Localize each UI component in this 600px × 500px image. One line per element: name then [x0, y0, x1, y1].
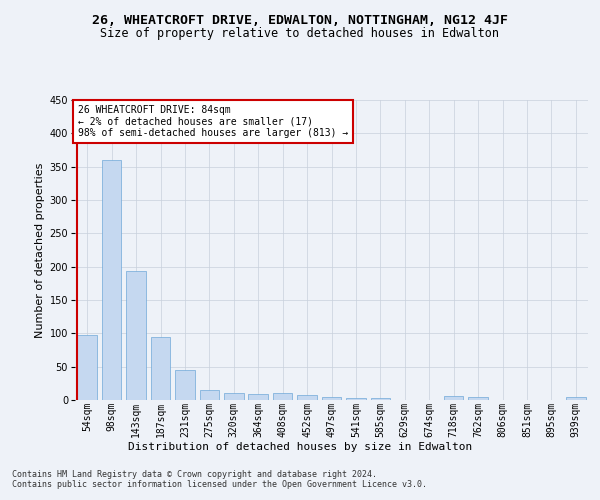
Bar [151, 336, 170, 400]
Bar [444, 396, 463, 400]
Bar [224, 392, 244, 400]
Bar [175, 370, 194, 400]
Bar [77, 336, 97, 400]
Text: 26 WHEATCROFT DRIVE: 84sqm
← 2% of detached houses are smaller (17)
98% of semi-: 26 WHEATCROFT DRIVE: 84sqm ← 2% of detac… [78, 104, 348, 138]
Bar [371, 398, 390, 400]
Bar [127, 272, 146, 400]
Text: 26, WHEATCROFT DRIVE, EDWALTON, NOTTINGHAM, NG12 4JF: 26, WHEATCROFT DRIVE, EDWALTON, NOTTINGH… [92, 14, 508, 27]
Bar [102, 160, 121, 400]
Y-axis label: Number of detached properties: Number of detached properties [35, 162, 45, 338]
Text: Contains HM Land Registry data © Crown copyright and database right 2024.
Contai: Contains HM Land Registry data © Crown c… [12, 470, 427, 490]
Bar [468, 396, 488, 400]
Text: Size of property relative to detached houses in Edwalton: Size of property relative to detached ho… [101, 28, 499, 40]
Bar [248, 394, 268, 400]
Bar [273, 394, 292, 400]
Bar [200, 390, 219, 400]
Bar [322, 396, 341, 400]
Bar [566, 398, 586, 400]
Bar [297, 396, 317, 400]
Text: Distribution of detached houses by size in Edwalton: Distribution of detached houses by size … [128, 442, 472, 452]
Bar [346, 398, 366, 400]
